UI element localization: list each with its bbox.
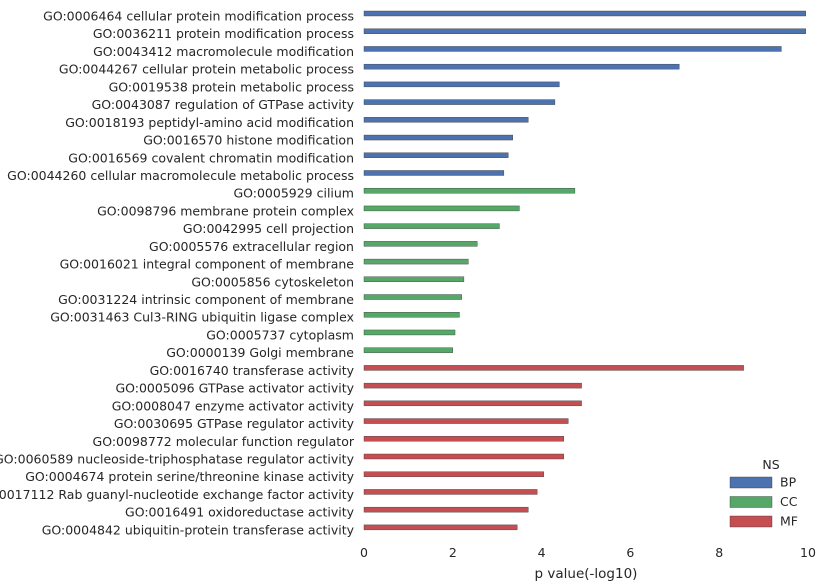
legend-label: MF — [780, 514, 798, 529]
x-tick-label: 8 — [715, 545, 723, 560]
bar — [363, 81, 560, 88]
x-tick-label: 0 — [360, 545, 368, 560]
category-label: GO:0043087 regulation of GTPase activity — [92, 97, 355, 112]
legend-swatch — [729, 476, 773, 489]
category-label: GO:0044260 cellular macromolecule metabo… — [7, 168, 354, 183]
category-label: GO:0098796 membrane protein complex — [97, 203, 354, 218]
category-label: GO:0031463 Cul3-RING ubiquitin ligase co… — [50, 310, 354, 325]
x-axis-title: p value(-log10) — [535, 566, 638, 582]
category-label: GO:0060589 nucleoside-triphosphatase reg… — [0, 452, 355, 467]
category-label: GO:0043412 macromolecule modification — [93, 44, 354, 59]
category-label: GO:0016740 transferase activity — [150, 363, 355, 378]
bar — [363, 506, 529, 513]
bar — [363, 312, 460, 318]
x-tick-label: 6 — [626, 545, 634, 560]
category-label: GO:0044267 cellular protein metabolic pr… — [59, 62, 354, 77]
bar — [363, 205, 520, 212]
bar — [363, 223, 500, 229]
category-label: GO:0005856 cytoskeleton — [191, 274, 354, 289]
x-tick-label: 10 — [800, 545, 816, 560]
category-label: GO:0016569 covalent chromatin modificati… — [68, 150, 354, 165]
category-label: GO:0031224 intrinsic component of membra… — [58, 292, 354, 307]
legend: NS BP CC MF — [729, 457, 798, 529]
category-label: GO:0000139 Golgi membrane — [166, 345, 354, 360]
x-axis-ticks: 0 2 4 6 8 10 — [360, 545, 816, 560]
x-tick-label: 2 — [449, 545, 457, 560]
category-label: GO:0004842 ubiquitin-protein transferase… — [42, 522, 355, 537]
category-label: GO:0042995 cell projection — [183, 221, 354, 236]
legend-swatch — [729, 515, 773, 528]
category-label: GO:0098772 molecular function regulator — [93, 434, 355, 449]
x-tick-label: 4 — [538, 545, 546, 560]
bar — [363, 46, 782, 52]
category-label: GO:0016570 histone modification — [143, 133, 354, 148]
bar — [363, 99, 556, 105]
category-label: GO:0030695 GTPase regulator activity — [114, 416, 355, 431]
legend-label: CC — [780, 494, 798, 509]
category-labels: GO:0006464 cellular protein modification… — [0, 9, 355, 538]
category-label: GO:0005929 cilium — [233, 186, 354, 201]
bar — [363, 294, 462, 300]
category-label: GO:0036211 protein modification process — [93, 26, 354, 41]
bar — [363, 329, 456, 336]
bar — [363, 152, 509, 158]
legend-title: NS — [762, 457, 779, 472]
bar — [363, 453, 565, 460]
bar — [363, 489, 538, 495]
bar — [363, 365, 744, 371]
bar — [363, 418, 569, 424]
category-label: GO:0004674 protein serine/threonine kina… — [25, 469, 354, 484]
category-label: GO:0005576 extracellular region — [149, 239, 354, 254]
bar — [363, 241, 478, 247]
bar — [363, 258, 469, 265]
legend-swatch — [729, 496, 773, 508]
category-label: GO:0005096 GTPase activator activity — [115, 381, 354, 396]
bar — [363, 471, 545, 477]
category-label: GO:0017112 Rab guanyl-nucleotide exchang… — [0, 487, 355, 502]
bar — [363, 382, 582, 389]
category-label: GO:0018193 peptidyl-amino acid modificat… — [65, 115, 354, 130]
bar — [363, 170, 505, 176]
bar — [363, 10, 806, 17]
bar — [363, 436, 565, 442]
bar — [363, 187, 576, 194]
category-label: GO:0008047 enzyme activator activity — [112, 398, 355, 413]
category-label: GO:0016021 integral component of membran… — [60, 257, 355, 272]
bar — [363, 347, 454, 353]
bars — [363, 10, 806, 531]
category-label: GO:0019538 protein metabolic process — [109, 79, 354, 94]
category-label: GO:0005737 cytoplasm — [206, 327, 354, 342]
bar — [363, 524, 518, 531]
bar — [363, 63, 680, 70]
category-label: GO:0016491 oxidoreductase activity — [125, 505, 355, 520]
bar — [363, 117, 529, 123]
bar — [363, 400, 582, 407]
bar — [363, 276, 465, 282]
category-label: GO:0006464 cellular protein modification… — [43, 9, 354, 24]
legend-label: BP — [780, 475, 797, 490]
bar — [363, 28, 806, 34]
bar — [363, 134, 513, 141]
